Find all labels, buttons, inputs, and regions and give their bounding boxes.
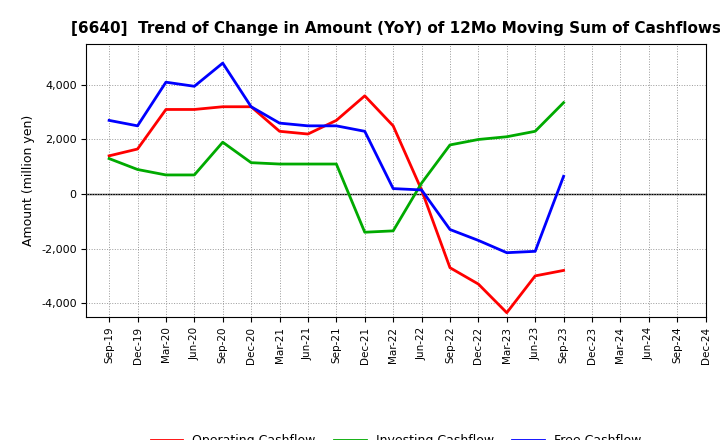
Operating Cashflow (304, 132, 312, 137)
Free Cashflow (247, 104, 256, 110)
Operating Cashflow (133, 147, 142, 152)
Operating Cashflow (105, 153, 114, 158)
Investing Cashflow (531, 128, 539, 134)
Operating Cashflow (275, 128, 284, 134)
Investing Cashflow (218, 139, 227, 145)
Free Cashflow (133, 123, 142, 128)
Line: Investing Cashflow: Investing Cashflow (109, 103, 564, 232)
Free Cashflow (190, 84, 199, 89)
Investing Cashflow (275, 161, 284, 167)
Free Cashflow (218, 60, 227, 66)
Investing Cashflow (105, 156, 114, 161)
Line: Operating Cashflow: Operating Cashflow (109, 96, 564, 313)
Operating Cashflow (332, 118, 341, 123)
Investing Cashflow (474, 137, 482, 142)
Y-axis label: Amount (million yen): Amount (million yen) (22, 115, 35, 246)
Free Cashflow (446, 227, 454, 232)
Free Cashflow (361, 128, 369, 134)
Investing Cashflow (418, 180, 426, 186)
Free Cashflow (418, 187, 426, 193)
Operating Cashflow (361, 93, 369, 99)
Investing Cashflow (190, 172, 199, 178)
Free Cashflow (161, 80, 170, 85)
Line: Free Cashflow: Free Cashflow (109, 63, 564, 253)
Free Cashflow (531, 249, 539, 254)
Legend: Operating Cashflow, Investing Cashflow, Free Cashflow: Operating Cashflow, Investing Cashflow, … (146, 429, 646, 440)
Investing Cashflow (332, 161, 341, 167)
Investing Cashflow (389, 228, 397, 234)
Operating Cashflow (190, 107, 199, 112)
Free Cashflow (474, 238, 482, 243)
Operating Cashflow (446, 265, 454, 270)
Free Cashflow (304, 123, 312, 128)
Investing Cashflow (133, 167, 142, 172)
Operating Cashflow (474, 282, 482, 287)
Operating Cashflow (418, 187, 426, 193)
Operating Cashflow (389, 123, 397, 128)
Free Cashflow (275, 121, 284, 126)
Investing Cashflow (503, 134, 511, 139)
Operating Cashflow (161, 107, 170, 112)
Investing Cashflow (559, 100, 568, 105)
Free Cashflow (389, 186, 397, 191)
Investing Cashflow (304, 161, 312, 167)
Investing Cashflow (161, 172, 170, 178)
Operating Cashflow (247, 104, 256, 110)
Operating Cashflow (218, 104, 227, 110)
Investing Cashflow (361, 230, 369, 235)
Investing Cashflow (446, 142, 454, 147)
Free Cashflow (503, 250, 511, 255)
Free Cashflow (105, 118, 114, 123)
Free Cashflow (332, 123, 341, 128)
Operating Cashflow (559, 268, 568, 273)
Operating Cashflow (503, 310, 511, 315)
Operating Cashflow (531, 273, 539, 279)
Title: [6640]  Trend of Change in Amount (YoY) of 12Mo Moving Sum of Cashflows: [6640] Trend of Change in Amount (YoY) o… (71, 21, 720, 36)
Free Cashflow (559, 174, 568, 179)
Investing Cashflow (247, 160, 256, 165)
